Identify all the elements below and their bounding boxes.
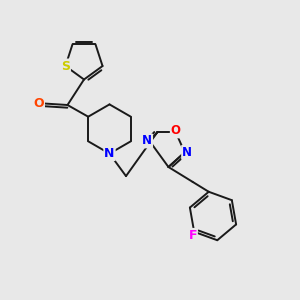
Text: N: N	[142, 134, 152, 147]
Text: S: S	[61, 59, 70, 73]
Text: F: F	[188, 229, 197, 242]
Text: O: O	[171, 124, 181, 137]
Text: O: O	[33, 97, 44, 110]
Text: N: N	[182, 146, 192, 159]
Text: N: N	[104, 147, 115, 160]
